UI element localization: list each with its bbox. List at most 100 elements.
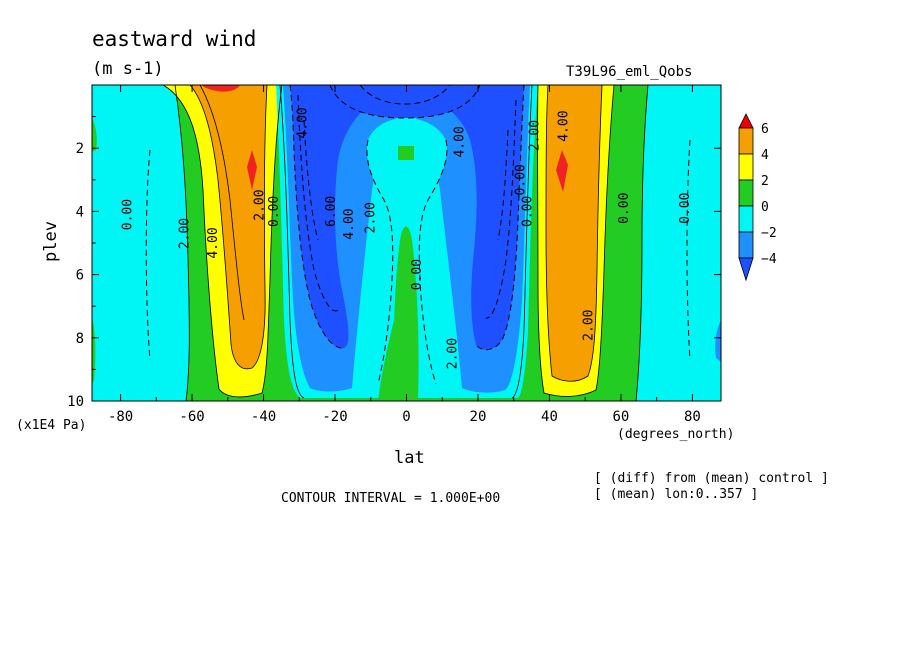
colorbar-band [738,205,754,233]
x-tick-label: 0 [402,409,410,425]
x-axis-title: lat [394,448,425,468]
y-tick-label: 2 [76,141,84,157]
colorbar-band [738,231,754,259]
fill-right-jet-red-core [556,150,568,192]
contour-line [511,85,533,399]
contour-line [162,85,283,398]
colorbar-label: −2 [761,226,777,241]
contour-line-dashed [418,139,448,385]
x-tick-label: 60 [613,409,630,425]
colorbar-label: 0 [761,200,769,215]
x-tick-label: -20 [322,409,347,425]
note-line-2: [ (mean) lon:0..357 ] [594,487,758,502]
contour-fills [92,85,721,401]
plot-area: 0.002.00 4.002.00 0.004.006.00 4.00 2.000.00… [92,85,721,401]
colorbar-band [738,179,754,207]
contour-label: 2.00 [253,189,268,220]
contour-label: 4.00 [453,126,468,157]
contour-line-dashed [303,119,319,241]
x-tick-label: 20 [470,409,487,425]
contour-line [537,85,615,397]
y-axis-title: plev [41,221,61,262]
units-label: (m s-1) [92,59,164,79]
contour-line [635,85,649,401]
contour-line-dashed [297,94,339,312]
contour-line [545,85,603,382]
fill-right-edge-blue [715,320,721,362]
colorbar: 6 4 2 0 −2 −4 [738,113,777,282]
contour-label: 0.00 [410,259,425,290]
contour-line [189,85,268,370]
contour-interval-label: CONTOUR INTERVAL = 1.000E+00 [281,491,500,506]
fill-equator-green-top [398,146,414,160]
contour-line-dashed [475,85,525,351]
contour-label: 2.00 [581,310,596,341]
colorbar-under-triangle [738,257,754,282]
contour-labels: 0.002.00 4.002.00 0.004.006.00 4.00 2.000.00… [120,107,693,369]
x-tick-label: 40 [541,409,558,425]
colorbar-band [738,127,754,155]
contour-line-dashed [289,85,345,349]
contour-label: 4.00 [342,208,357,239]
contour-label: 2.00 [528,120,543,151]
fill-central-deepblue-left [290,85,400,349]
contour-line [279,85,305,399]
run-label: T39L96_eml_Qobs [566,64,692,80]
y-tick-label: 10 [67,394,84,410]
contour-label: 0.00 [521,196,536,227]
contour-label: 6.00 [324,196,339,227]
fill-left-polar-cyan [92,85,190,401]
y-tick-label: 4 [76,204,84,220]
fill-left-edge-green [92,118,97,152]
x-tick-label: -80 [108,409,133,425]
colorbar-band [738,153,754,181]
contour-label: 2.00 [446,338,461,369]
fill-left-jet-orange [190,85,267,369]
contour-line-dashed [485,99,517,319]
x-tick-label: 80 [684,409,701,425]
x-tick-label: -60 [179,409,204,425]
contour-label: 0.00 [617,193,632,224]
x-tick-label: -40 [251,409,276,425]
contour-label: 2.00 [363,202,378,233]
x-units-label: (degrees_north) [617,427,734,442]
fill-left-jet-red-core [247,150,257,190]
contour-line-dashed [329,85,481,119]
colorbar-label: −4 [761,252,777,267]
y-units-label: (x1E4 Pa) [16,418,86,433]
x-axis: -80 -60 -40 -20 0 20 40 60 80 [108,85,701,425]
contour-line-dashed [366,139,394,385]
y-axis: 2 4 6 8 10 [67,116,721,410]
contour-label: 0.00 [513,164,528,195]
fill-central-deepblue-right [412,85,524,350]
colorbar-label: 2 [761,174,769,189]
contour-line-dashed [497,129,509,241]
fill-left-jet-red-top [202,85,240,92]
fill-left-edge-green-bottom [92,318,96,385]
fill-central-deepblue-top [330,85,480,118]
contour-label: 4.00 [556,110,571,141]
fill-equator-green-bottom [393,226,419,401]
colorbar-label: 6 [761,122,769,137]
contour-label: 4.00 [206,227,221,258]
chart-title: eastward wind [92,27,256,51]
contour-line-dashed [359,85,451,105]
fill-right-green-tongue [378,320,398,401]
colorbar-label: 4 [761,148,769,163]
contour-line [174,85,190,401]
contour-line-dashed [145,149,151,361]
fill-right-polar-cyan [636,85,721,401]
y-tick-label: 8 [76,331,84,347]
colorbar-over-triangle [738,113,754,129]
note-line-1: [ (diff) from (mean) control ] [594,471,829,486]
contour-label: 4.00 [295,107,310,138]
y-tick-label: 6 [76,268,84,284]
contour-label: 0.00 [120,199,135,230]
contour-label: 0.00 [267,196,282,227]
contour-label: 0.00 [678,193,693,224]
contour-line-dashed [686,139,691,361]
contour-label: 2.00 [177,218,192,249]
contour-lines [162,85,649,401]
contour-lines-negative [145,85,691,385]
